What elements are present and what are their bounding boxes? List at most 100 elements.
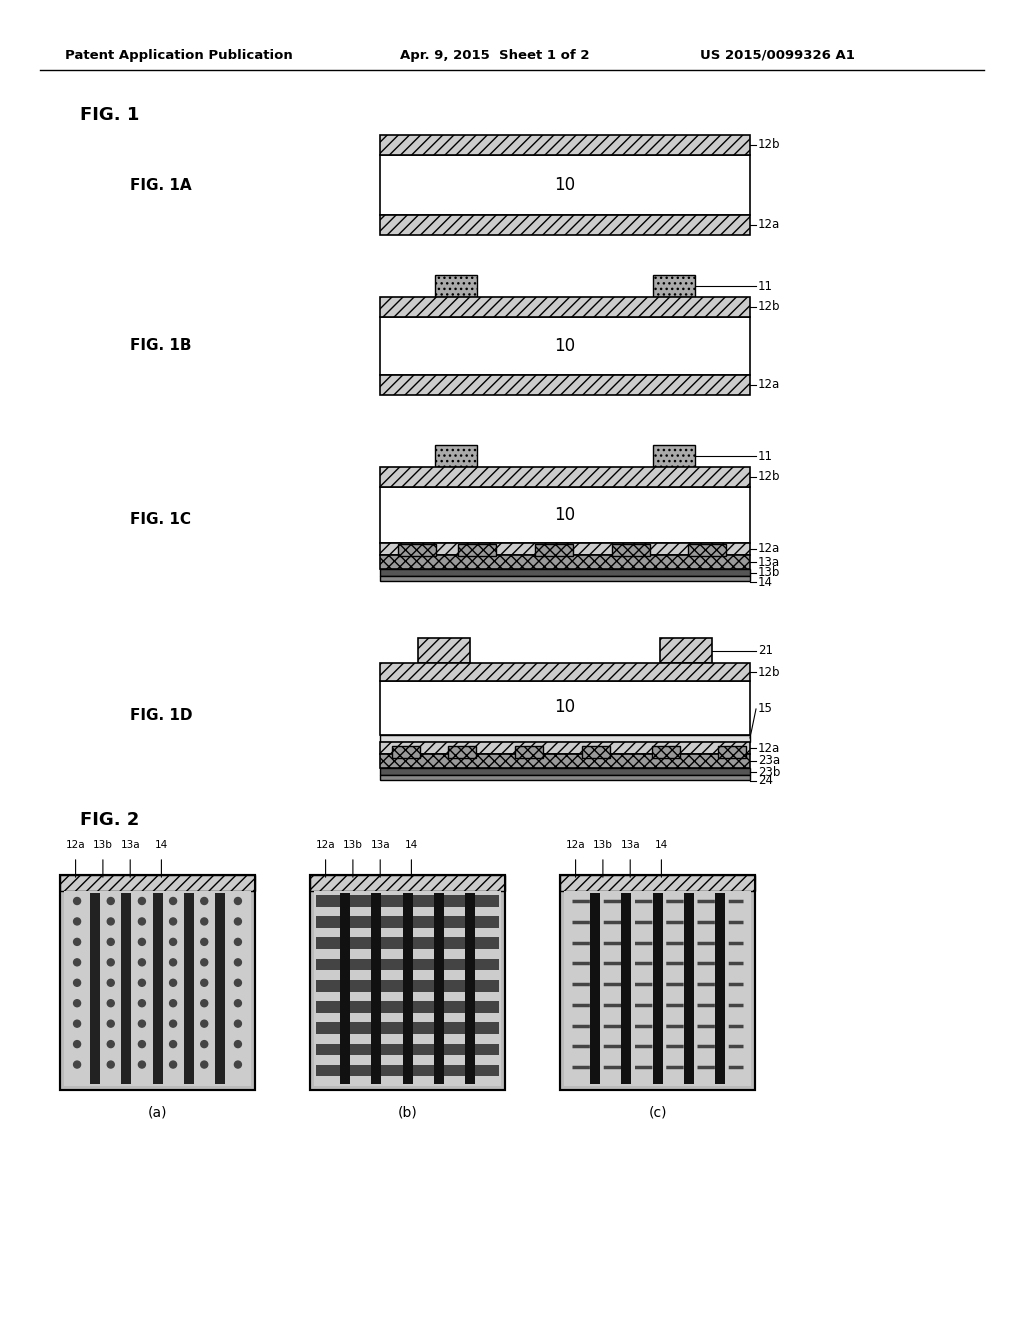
Bar: [316, 937, 499, 949]
Bar: [560, 875, 755, 1090]
Bar: [215, 894, 225, 1084]
Text: 12a: 12a: [566, 840, 586, 850]
Text: 11: 11: [758, 450, 773, 462]
Bar: [715, 894, 725, 1084]
Bar: [535, 544, 573, 556]
Bar: [90, 894, 100, 1084]
Bar: [60, 875, 255, 1090]
Bar: [380, 569, 750, 576]
Text: 12b: 12b: [758, 665, 780, 678]
Bar: [310, 875, 505, 1090]
Bar: [310, 875, 505, 891]
Bar: [684, 894, 693, 1084]
Circle shape: [108, 999, 115, 1007]
Bar: [449, 746, 476, 758]
Bar: [380, 297, 750, 317]
Bar: [380, 768, 750, 775]
Bar: [121, 894, 131, 1084]
Bar: [380, 663, 750, 681]
Text: 14: 14: [155, 840, 168, 850]
Circle shape: [170, 1040, 176, 1048]
Bar: [380, 554, 750, 569]
Text: Apr. 9, 2015  Sheet 1 of 2: Apr. 9, 2015 Sheet 1 of 2: [400, 49, 590, 62]
Bar: [564, 891, 751, 1086]
Circle shape: [170, 958, 176, 966]
Bar: [380, 576, 750, 581]
Circle shape: [138, 898, 145, 904]
Text: 15: 15: [758, 702, 773, 715]
Circle shape: [138, 939, 145, 945]
Circle shape: [108, 979, 115, 986]
Circle shape: [74, 999, 81, 1007]
Text: FIG. 1B: FIG. 1B: [130, 338, 191, 354]
Circle shape: [138, 979, 145, 986]
Text: 12b: 12b: [758, 139, 780, 152]
Bar: [316, 958, 499, 970]
Text: 23b: 23b: [758, 766, 780, 779]
Circle shape: [201, 999, 208, 1007]
Bar: [398, 544, 436, 556]
Bar: [316, 1044, 499, 1055]
Text: 13b: 13b: [593, 840, 612, 850]
Circle shape: [234, 917, 242, 925]
Bar: [435, 445, 477, 467]
Text: 13b: 13b: [343, 840, 362, 850]
Text: 10: 10: [554, 176, 575, 194]
Text: 11: 11: [758, 280, 773, 293]
Bar: [380, 135, 750, 154]
Text: (a): (a): [147, 1105, 167, 1119]
Bar: [560, 875, 755, 891]
Bar: [316, 916, 499, 928]
Circle shape: [234, 1020, 242, 1027]
Bar: [380, 754, 750, 768]
Bar: [380, 317, 750, 375]
Bar: [60, 875, 255, 1090]
Circle shape: [170, 1061, 176, 1068]
Text: 12a: 12a: [758, 742, 780, 755]
Bar: [380, 543, 750, 554]
Circle shape: [201, 939, 208, 945]
Circle shape: [108, 917, 115, 925]
Bar: [316, 895, 499, 907]
Circle shape: [108, 1040, 115, 1048]
Text: 12a: 12a: [758, 379, 780, 392]
Bar: [652, 894, 663, 1084]
Bar: [380, 735, 750, 742]
Circle shape: [138, 999, 145, 1007]
Text: 21: 21: [758, 644, 773, 657]
Bar: [718, 746, 746, 758]
Circle shape: [74, 979, 81, 986]
Circle shape: [108, 1061, 115, 1068]
Circle shape: [170, 999, 176, 1007]
Bar: [418, 638, 470, 663]
Circle shape: [74, 917, 81, 925]
Bar: [660, 638, 712, 663]
Text: 13a: 13a: [758, 556, 780, 569]
Circle shape: [201, 1040, 208, 1048]
Circle shape: [108, 1020, 115, 1027]
Text: 13a: 13a: [371, 840, 390, 850]
Circle shape: [108, 958, 115, 966]
Bar: [183, 894, 194, 1084]
Text: 10: 10: [554, 698, 575, 715]
Bar: [515, 746, 543, 758]
Text: FIG. 1D: FIG. 1D: [130, 708, 193, 722]
Circle shape: [170, 917, 176, 925]
Bar: [63, 891, 251, 1086]
Text: (c): (c): [648, 1105, 667, 1119]
Circle shape: [74, 1040, 81, 1048]
Bar: [434, 894, 443, 1084]
Bar: [314, 891, 501, 1086]
Text: 12b: 12b: [758, 470, 780, 483]
Bar: [392, 746, 420, 758]
Text: FIG. 1: FIG. 1: [80, 106, 139, 124]
Bar: [60, 875, 255, 891]
Bar: [380, 487, 750, 543]
Circle shape: [201, 917, 208, 925]
Bar: [458, 544, 496, 556]
Bar: [153, 894, 163, 1084]
Bar: [653, 445, 695, 467]
Text: 13a: 13a: [121, 840, 140, 850]
Bar: [402, 894, 413, 1084]
Text: (b): (b): [397, 1105, 418, 1119]
